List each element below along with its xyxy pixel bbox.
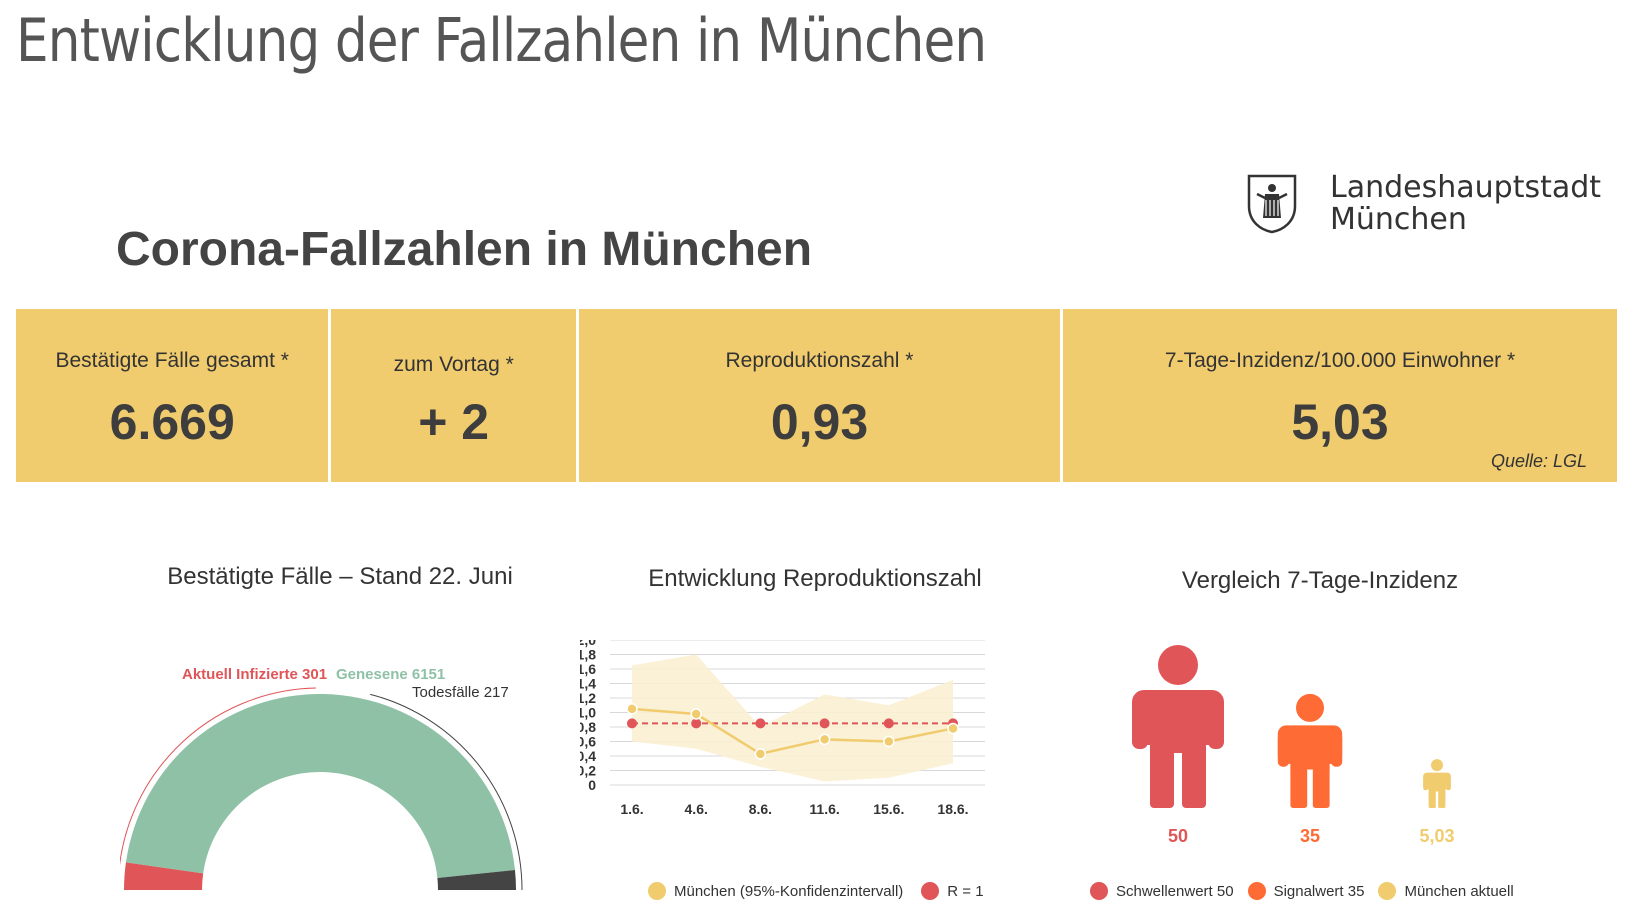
y-tick-label: 1,0 <box>580 705 596 721</box>
point-r1 <box>883 718 894 729</box>
y-tick-label: 1,8 <box>580 647 596 663</box>
y-tick-label: 0,8 <box>580 719 596 735</box>
point-munich <box>883 735 895 748</box>
legend-dot-munich <box>648 882 666 900</box>
value-label-1: 35 <box>1300 826 1320 846</box>
kpi-row: Bestätigte Fälle gesamt * 6.669 zum Vort… <box>16 309 1617 482</box>
kpi-value: 6.669 <box>109 394 235 450</box>
y-tick-label: 0,2 <box>580 763 596 779</box>
point-r1 <box>691 718 702 729</box>
legend-reproduction: München (95%-Konfidenzintervall) R = 1 <box>648 882 984 900</box>
arc-outline-deaths <box>370 693 523 891</box>
value-label-0: 50 <box>1168 826 1188 846</box>
y-tick-label: 2,0 <box>580 640 596 648</box>
chart-title-incidence: Vergleich 7-Tage-Inzidenz <box>1181 567 1459 594</box>
x-tick-label: 11.6. <box>809 801 839 817</box>
legend-label-threshold: Schwellenwert 50 <box>1116 882 1234 900</box>
legend-label-r1: R = 1 <box>947 882 984 900</box>
donut-slice-deaths <box>437 869 516 890</box>
legend-dot-threshold <box>1090 882 1108 900</box>
logo-text: Landeshauptstadt München <box>1330 172 1601 236</box>
label-recovered: Genesene 6151 <box>336 666 445 683</box>
y-tick-label: 0,6 <box>580 734 596 750</box>
label-deaths: Todesfälle 217 <box>412 684 509 701</box>
munich-coat-of-arms-icon <box>1247 174 1297 234</box>
y-tick-label: 1,2 <box>580 690 596 706</box>
kpi-incidence: 7-Tage-Inzidenz/100.000 Einwohner * 5,03… <box>1063 309 1617 482</box>
kpi-value: + 2 <box>418 394 490 450</box>
point-r1 <box>819 718 830 729</box>
legend-dot-signal <box>1247 882 1266 900</box>
kpi-label: 7-Tage-Inzidenz/100.000 Einwohner * <box>1164 349 1516 372</box>
x-tick-label: 8.6. <box>749 801 772 817</box>
source-note: Quelle: LGL <box>1490 451 1587 471</box>
kpi-value: 5,03 <box>1291 394 1389 450</box>
kpi-total-cases: Bestätigte Fälle gesamt * 6.669 <box>16 309 329 482</box>
y-tick-label: 0 <box>588 777 596 793</box>
kpi-reproduction: Reproduktionszahl * 0,93 <box>578 309 1061 482</box>
legend-dot-munich-current <box>1378 882 1397 900</box>
legend-label-munich-current: München aktuell <box>1404 882 1514 900</box>
x-tick-label: 15.6. <box>873 801 904 817</box>
legend-dot-r1 <box>921 882 940 900</box>
page-title: Entwicklung der Fallzahlen in München <box>16 6 987 76</box>
point-r1 <box>627 718 637 729</box>
point-munich <box>626 703 638 715</box>
point-munich <box>818 733 831 746</box>
donut-slice-active <box>124 862 204 890</box>
legend-label-signal: Signalwert 35 <box>1273 882 1365 900</box>
y-tick-label: 0,4 <box>580 748 596 764</box>
value-label-2: 5,03 <box>1419 826 1454 846</box>
main-title: Corona-Fallzahlen in München <box>116 223 813 276</box>
point-munich <box>690 708 702 720</box>
kpi-label: zum Vortag * <box>393 353 514 376</box>
person-icon-1 <box>1277 693 1343 808</box>
label-active-infected: Aktuell Infizierte 301 <box>182 666 327 683</box>
point-munich <box>754 748 767 760</box>
point-munich <box>947 722 959 735</box>
legend-incidence: Schwellenwert 50 Signalwert 35 München a… <box>1090 882 1514 900</box>
chart-title-cases: Bestätigte Fälle – Stand 22. Juni <box>167 563 513 590</box>
logo-line2: München <box>1330 202 1467 237</box>
series-line-munich <box>631 707 954 756</box>
kpi-daily-change: zum Vortag * + 2 <box>331 309 576 482</box>
kpi-label: Bestätigte Fälle gesamt * <box>55 349 289 372</box>
kpi-value: 0,93 <box>770 394 869 450</box>
reproduction-line-chart: 1.6. 4.6. 8.6. 11.6. 15.6. 18.6. 2,01,81,61,4… <box>580 640 985 817</box>
y-tick-label: 1,4 <box>580 676 596 692</box>
x-tick-label: 1.6. <box>620 801 643 817</box>
incidence-pictogram-chart: 50 35 5,03 <box>1132 645 1455 846</box>
x-tick-label: 4.6. <box>685 801 708 817</box>
legend-label-munich: München (95%-Konfidenzintervall) <box>674 882 904 900</box>
y-tick-label: 1,6 <box>580 661 596 677</box>
kpi-label: Reproduktionszahl * <box>725 349 914 372</box>
arc-outline-active <box>120 687 316 866</box>
cases-half-donut-chart: Aktuell Infizierte 301 Genesene 6151 Tod… <box>120 666 523 891</box>
logo-line1: Landeshauptstadt <box>1330 170 1602 205</box>
person-icon-2 <box>1423 759 1451 808</box>
person-icon-0 <box>1132 645 1224 808</box>
x-tick-label: 18.6. <box>937 801 968 817</box>
confidence-band <box>632 654 953 782</box>
donut-slice-recovered <box>125 694 515 878</box>
point-r1 <box>755 718 766 729</box>
chart-title-reproduction: Entwicklung Reproduktionszahl <box>648 565 982 592</box>
